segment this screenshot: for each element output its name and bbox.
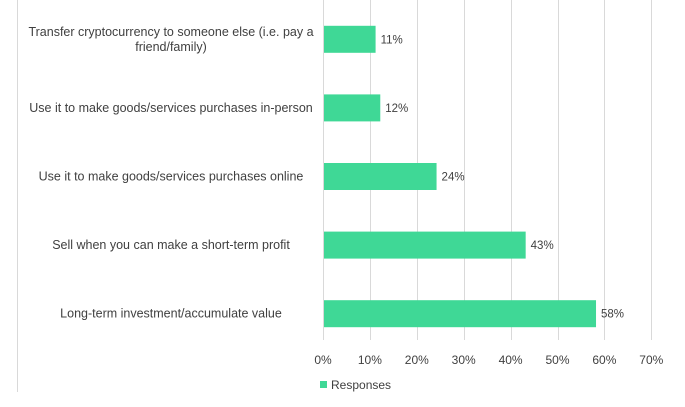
x-tick-label: 70% (639, 353, 663, 367)
bars (324, 25, 597, 328)
gridlines (323, 0, 652, 340)
category-label: Use it to make goods/services purchases … (29, 101, 313, 115)
x-tick-label: 50% (545, 353, 569, 367)
data-label: 58% (601, 309, 624, 321)
category-label: Sell when you can make a short-term prof… (52, 238, 290, 252)
bar (324, 231, 526, 259)
bar (324, 25, 376, 53)
x-tick-label: 20% (405, 353, 429, 367)
bar (324, 163, 437, 190)
bar (324, 300, 597, 328)
bar (324, 94, 381, 122)
x-tick-label: 10% (358, 353, 382, 367)
category-labels: Transfer cryptocurrency to someone else … (28, 25, 313, 321)
data-label: 43% (531, 240, 554, 252)
legend-swatch (320, 381, 327, 388)
x-axis-tick-labels: 0% 10% 20% 30% 40% 50% 60% 70% (314, 353, 663, 367)
x-tick-label: 0% (314, 353, 332, 367)
category-label: Use it to make goods/services purchases … (39, 170, 304, 184)
x-tick-label: 40% (499, 353, 523, 367)
data-labels: 11% 12% 24% 43% 58% (381, 34, 624, 320)
data-label: 24% (442, 172, 465, 184)
x-tick-label: 60% (592, 353, 616, 367)
left-border-rule (17, 0, 18, 392)
data-label: 11% (381, 34, 403, 46)
x-tick-label: 30% (452, 353, 476, 367)
category-label: Transfer cryptocurrency to someone else … (28, 25, 313, 54)
legend: Responses (320, 378, 391, 392)
data-label: 12% (385, 103, 408, 115)
legend-label: Responses (331, 378, 391, 392)
category-label: Long-term investment/accumulate value (60, 307, 282, 321)
